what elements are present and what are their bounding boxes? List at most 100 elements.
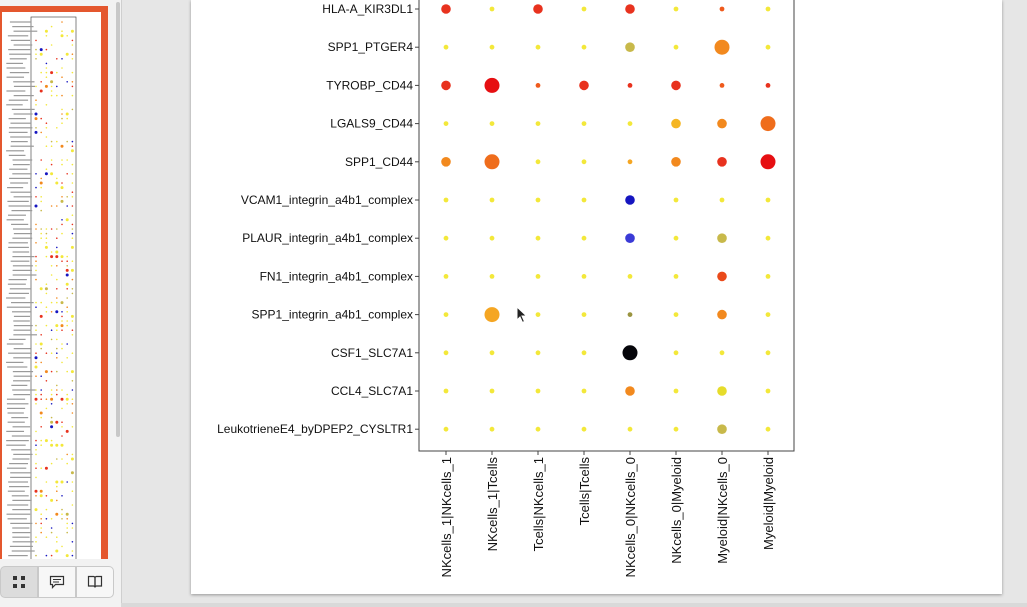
thumbnail-dot xyxy=(50,389,53,391)
thumbnail-dot xyxy=(50,172,54,176)
thumbnail-panel xyxy=(30,16,77,559)
data-point xyxy=(717,309,727,320)
thumbnail-label-line xyxy=(7,35,29,37)
thumbnail-dot xyxy=(61,545,63,548)
thumbnail-dot xyxy=(45,62,48,65)
attachments-view-button[interactable] xyxy=(76,566,114,598)
data-point xyxy=(535,235,541,241)
page-thumbnail[interactable] xyxy=(2,12,101,559)
thumbnail-dot xyxy=(35,196,37,198)
thumbnail-label-line xyxy=(6,467,27,469)
thumbnail-dot xyxy=(56,485,58,488)
thumbnail-label-line xyxy=(8,154,26,156)
thumbnail-dot xyxy=(71,522,74,525)
thumbnail-label-line xyxy=(13,233,32,235)
thumbnail-dot xyxy=(35,554,37,557)
data-point xyxy=(627,274,633,279)
thumbnail-dot xyxy=(39,489,43,493)
thumbnail-label-line xyxy=(11,384,28,386)
thumbnail-dot xyxy=(66,260,68,262)
thumbnail-dot xyxy=(35,242,37,244)
x-tick-label: Tcells|NKcells_1 xyxy=(531,457,546,551)
data-point xyxy=(581,159,587,165)
thumbnail-label-line xyxy=(6,361,24,363)
thumbnail-dot xyxy=(35,343,37,345)
thumbnail-dot xyxy=(44,287,48,291)
selected-page-thumbnail[interactable] xyxy=(0,6,108,559)
data-point xyxy=(673,235,679,241)
thumbnail-label-line xyxy=(7,504,29,506)
thumbnail-dot xyxy=(66,462,68,465)
thumbnail-label-line xyxy=(13,95,34,97)
thumbnail-dot xyxy=(35,39,37,42)
thumbnail-label-line xyxy=(13,113,33,115)
thumbnail-dot xyxy=(70,29,74,33)
thumbnail-dot xyxy=(45,71,48,74)
thumbnail-label-line xyxy=(10,39,31,41)
thumbnail-dot xyxy=(39,342,43,346)
thumbnail-dot xyxy=(35,375,37,378)
data-point xyxy=(627,426,633,432)
thumbnail-dot xyxy=(35,476,37,479)
thumbnail-dot xyxy=(40,361,42,364)
thumbnail-dot xyxy=(56,94,58,97)
thumbnail-dot xyxy=(60,324,64,328)
thumbnail-label-line xyxy=(7,518,27,520)
thumbnail-label-line xyxy=(9,21,31,23)
data-point xyxy=(765,388,771,394)
thumbnail-dot xyxy=(66,343,68,345)
thumbnail-dot xyxy=(50,443,54,447)
thumbnail-label-line xyxy=(11,435,31,437)
thumbnail-dot xyxy=(44,29,48,33)
thumbnail-dot xyxy=(50,205,53,207)
thumbnail-dot xyxy=(40,522,42,525)
thumbnail-label-line xyxy=(7,412,24,414)
thumbnail-label-line xyxy=(8,338,26,340)
data-point xyxy=(535,83,541,88)
thumbnail-dot xyxy=(61,113,63,115)
thumbnail-dot xyxy=(50,370,53,373)
thumbnail-label-line xyxy=(6,104,23,106)
thumbnail-dot xyxy=(45,508,48,511)
mouse-pointer-icon xyxy=(516,306,528,324)
thumbnail-dot xyxy=(61,407,63,410)
thumbnail-dot xyxy=(61,361,63,364)
thumbnail-label-line xyxy=(9,72,30,74)
thumbnail-label-line xyxy=(6,219,24,221)
thumbnail-dot xyxy=(61,182,63,184)
thumbnail-dot xyxy=(56,370,58,373)
thumbnail-label-line xyxy=(11,302,34,304)
thumbnail-dot xyxy=(34,508,38,512)
thumbnail-dot xyxy=(66,311,68,313)
thumbnail-dot xyxy=(35,361,37,364)
thumbnail-dot xyxy=(56,347,58,350)
thumbnail-dot xyxy=(61,495,63,497)
thumbnail-dot xyxy=(60,199,64,203)
thumbnail-dot xyxy=(39,48,43,52)
thumbnail-dot xyxy=(71,44,74,46)
thumbnail-dot xyxy=(66,35,68,37)
thumbnail-dot xyxy=(61,389,63,391)
data-point xyxy=(765,83,771,88)
thumbnail-dot xyxy=(61,329,63,332)
thumbnail-dot xyxy=(34,117,38,121)
thumbnail-dot xyxy=(35,444,37,447)
thumbnails-view-button[interactable] xyxy=(0,566,38,598)
thumbnail-label-line xyxy=(7,187,24,189)
thumbnail-dot xyxy=(50,265,53,267)
thumbnail-dot xyxy=(40,209,42,212)
data-point xyxy=(489,197,495,203)
y-tick-label: SPP1_CD44 xyxy=(345,155,413,169)
thumbnail-dot xyxy=(71,292,74,295)
thumbnail-dot xyxy=(71,320,74,322)
thumbnail-dot xyxy=(40,513,42,515)
thumbnail-label-line xyxy=(12,389,36,391)
thumbnail-dot xyxy=(35,403,37,405)
thumbnail-label-line xyxy=(11,210,33,212)
thumbnail-dot xyxy=(45,237,48,239)
thumbnail-dot xyxy=(40,159,42,161)
thumbnail-dot xyxy=(70,314,74,318)
thumbnail-dot xyxy=(66,370,68,373)
sidebar-scrollbar[interactable] xyxy=(116,2,120,437)
outline-view-button[interactable] xyxy=(38,566,76,598)
